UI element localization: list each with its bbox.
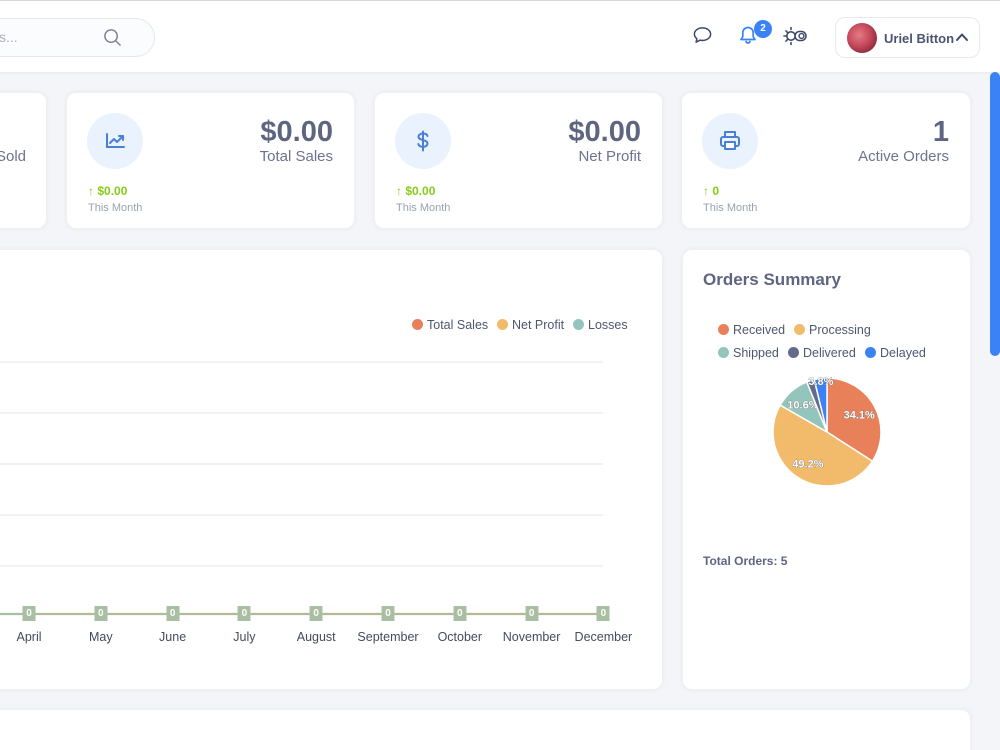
stat-label: Sold: [0, 148, 26, 165]
stat-label: Active Orders: [858, 148, 949, 165]
stat-period: This Month: [396, 202, 451, 214]
active-orders-card: 1 Active Orders ↑ 0 This Month: [681, 92, 971, 229]
data-label: 0: [453, 606, 467, 621]
x-tick-label: May: [88, 630, 113, 644]
orders-summary-title: Orders Summary: [703, 270, 841, 289]
notification-badge: 2: [754, 20, 772, 38]
bell-icon[interactable]: [738, 25, 758, 46]
arrow-up-icon: ↑: [703, 184, 709, 198]
data-label: 0: [381, 606, 395, 621]
arrow-up-icon: ↑: [396, 184, 402, 198]
legend-swatch: [865, 347, 876, 358]
arrow-up-icon: ↑: [88, 184, 94, 198]
data-label: 0: [166, 606, 180, 621]
stat-delta: ↑ $0.00: [396, 184, 436, 198]
scrollbar[interactable]: [990, 72, 1000, 356]
avatar[interactable]: [847, 23, 877, 53]
legend-swatch: [794, 324, 805, 335]
net-profit-card: $0.00 Net Profit ↑ $0.00 This Month: [374, 92, 663, 229]
search-input[interactable]: s...: [0, 29, 18, 45]
x-tick-label: December: [574, 630, 633, 644]
stat-label: Net Profit: [578, 148, 641, 165]
stat-label: Total Sales: [259, 148, 333, 165]
chevron-up-icon[interactable]: [955, 31, 969, 43]
search-box[interactable]: s...: [0, 18, 155, 57]
x-tick-label: September: [357, 630, 419, 644]
stat-delta: ↑ 0: [703, 184, 720, 198]
data-label: 0: [94, 606, 108, 621]
total-orders: Total Orders: 5: [703, 554, 788, 568]
x-tick-label: August: [296, 630, 336, 644]
legend-swatch: [788, 347, 799, 358]
legend-swatch: [718, 324, 729, 335]
legend-total-sales[interactable]: Total Sales: [412, 318, 488, 332]
legend-swatch: [412, 319, 423, 330]
legend-shipped[interactable]: Shipped: [718, 346, 779, 360]
stat-period: This Month: [88, 202, 143, 214]
orders-summary-card: Orders Summary Total Orders: 5: [682, 249, 971, 690]
stat-value: 1: [932, 116, 949, 148]
x-tick-label: July: [233, 630, 256, 644]
data-label: 0: [22, 606, 36, 621]
dollar-icon: [395, 113, 451, 169]
x-tick-label: June: [159, 630, 187, 644]
legend-processing[interactable]: Processing: [794, 323, 871, 337]
x-tick-label: October: [437, 630, 483, 644]
printer-icon: [702, 113, 758, 169]
data-label: 0: [596, 606, 610, 621]
legend-swatch: [718, 347, 729, 358]
data-label: 0: [525, 606, 539, 621]
data-label: 0: [237, 606, 251, 621]
x-tick-label: April: [16, 630, 42, 644]
legend-net-profit[interactable]: Net Profit: [497, 318, 564, 332]
legend-losses[interactable]: Losses: [573, 318, 628, 332]
user-name: Uriel Bitton: [884, 31, 955, 46]
settings-toggle-icon[interactable]: [783, 25, 807, 47]
legend-delivered[interactable]: Delivered: [788, 346, 856, 360]
legend-received[interactable]: Received: [718, 323, 785, 337]
bottom-card: [0, 709, 971, 750]
stat-delta: ↑ $0.00: [88, 184, 128, 198]
stat-value: $0.00: [260, 116, 333, 148]
trending-up-icon: [87, 113, 143, 169]
user-menu[interactable]: Uriel Bitton: [835, 17, 980, 58]
sold-card: Sold: [0, 92, 47, 229]
top-bar: s... 2 Uriel Bitton: [0, 0, 1000, 72]
sales-chart-card: [0, 249, 663, 690]
search-icon[interactable]: [103, 28, 122, 47]
legend-delayed[interactable]: Delayed: [865, 346, 926, 360]
chat-icon[interactable]: [692, 25, 713, 45]
data-label: 0: [309, 606, 323, 621]
legend-swatch: [497, 319, 508, 330]
stat-period: This Month: [703, 202, 758, 214]
x-tick-label: November: [502, 630, 561, 644]
legend-swatch: [573, 319, 584, 330]
stat-value: $0.00: [568, 116, 641, 148]
total-sales-card: $0.00 Total Sales ↑ $0.00 This Month: [66, 92, 355, 229]
